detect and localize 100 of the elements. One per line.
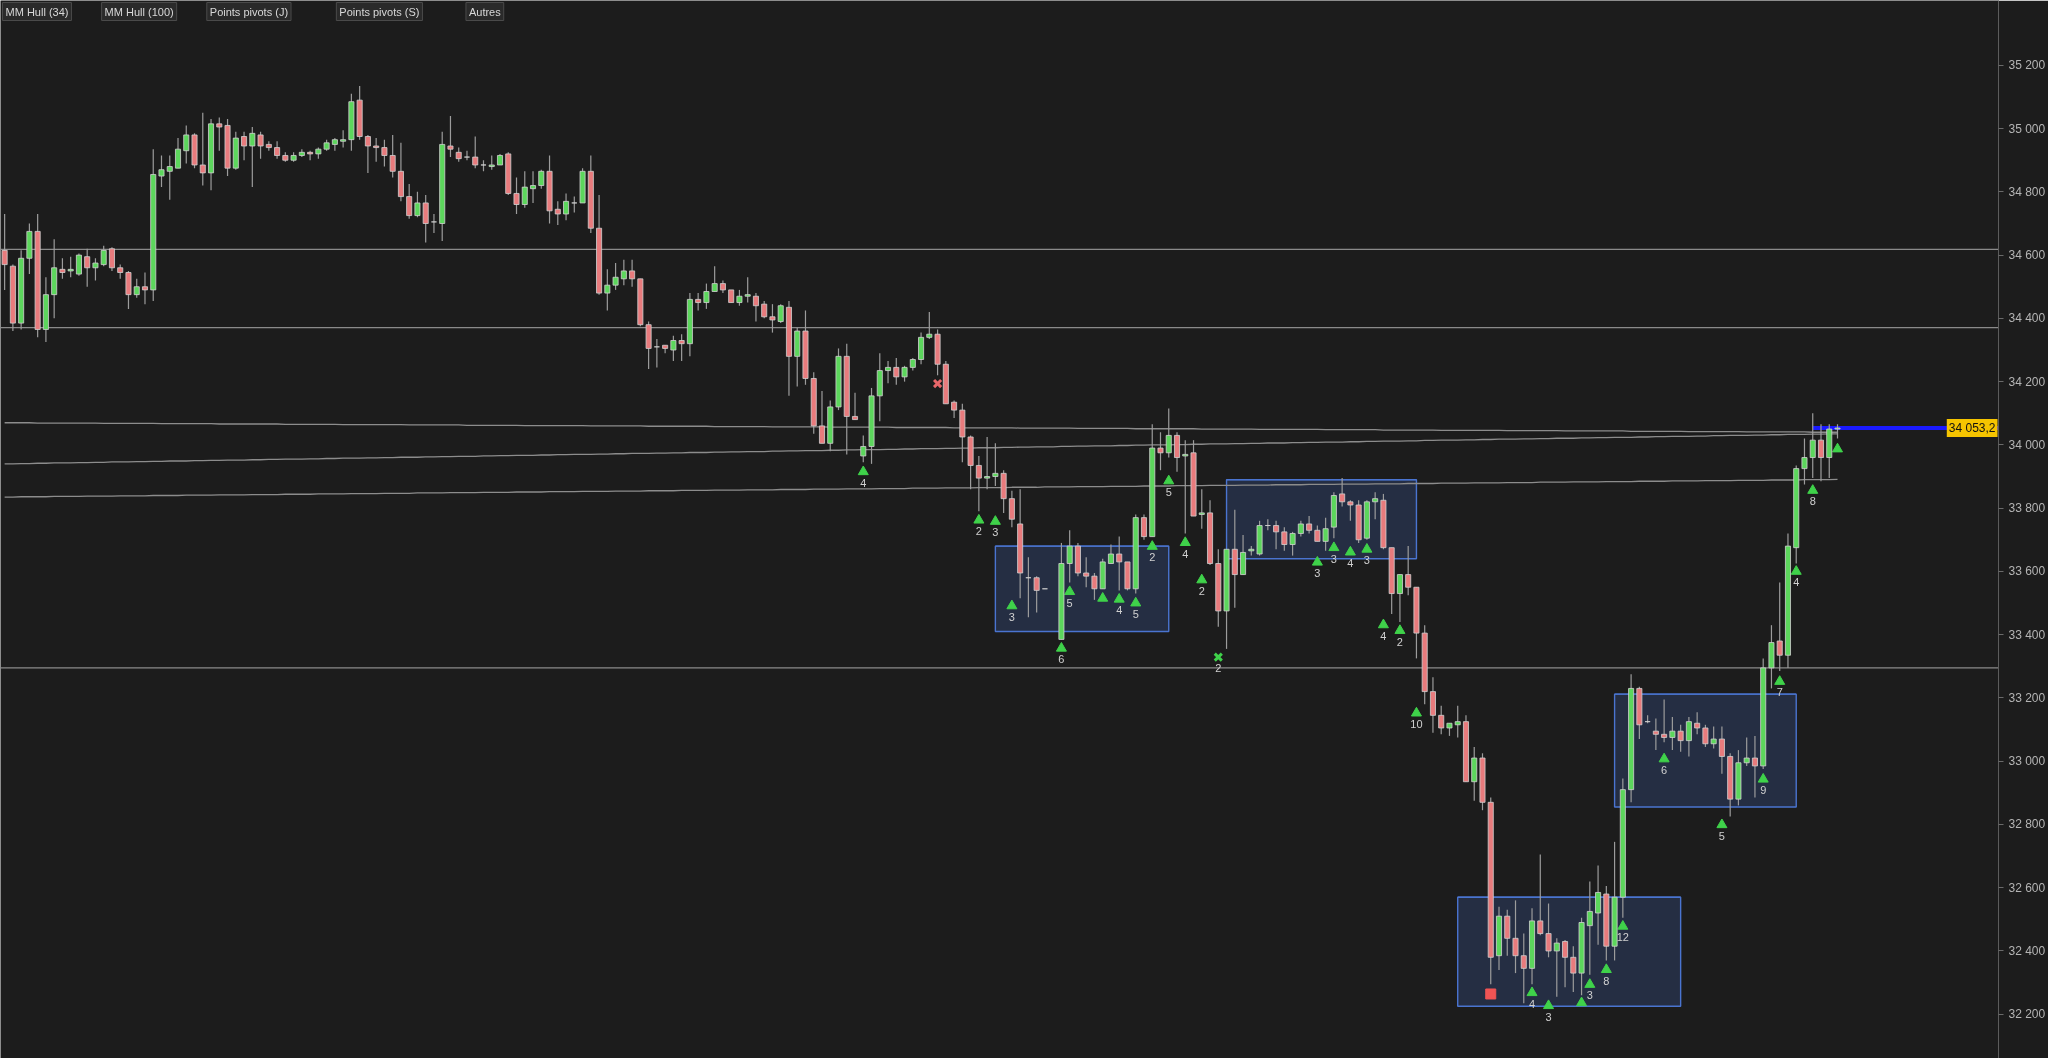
candlestick [158,154,165,188]
candlestick [464,150,470,161]
annotation: 2 [1215,662,1222,675]
candlestick [84,248,91,288]
candlestick [1405,545,1412,596]
y-tick-label: 34 400 [2008,311,2046,326]
y-tick-label: 33 400 [2008,627,2046,642]
point [1130,596,1142,607]
point [1311,555,1323,566]
y-tick-label: 35 000 [2008,121,2046,136]
candlestick [1,213,8,291]
annotation: 2 [1198,584,1205,597]
candlestick [563,192,570,221]
candlestick [1157,431,1164,471]
annotation: 3 [1008,610,1015,623]
candlestick [1429,676,1436,734]
point [1757,772,1769,783]
point [857,465,869,476]
candlestick [183,124,190,164]
candlestick [1240,534,1247,576]
candlestick [1008,490,1015,528]
point [1179,536,1191,547]
candlestick [1033,575,1040,614]
candlestick [430,213,437,234]
point [1163,474,1175,485]
point [1394,624,1406,634]
annotation: Points pivots (J) [209,5,289,18]
candlestick [125,270,132,310]
candlestick [645,320,652,370]
candlestick [1652,717,1659,751]
candlestick [819,390,825,444]
annotation: 4 [1347,557,1354,570]
y-tick-label: 34 600 [2008,248,2046,263]
annotation: 4 [1793,576,1800,589]
candlestick [472,135,479,169]
candlestick [1818,423,1824,482]
point [1485,988,1497,1000]
candlestick [216,116,223,152]
candlestick [1198,488,1205,530]
candlestick [1174,431,1180,473]
candlestick [1809,412,1816,479]
candlestick [1801,437,1808,486]
annotation: MM Hull (34) [5,5,69,18]
point [1543,999,1555,1010]
candlestick [1454,705,1461,739]
annotation: 2 [975,525,982,538]
annotation: 10 [1410,718,1423,731]
annotation: 6 [1058,653,1065,666]
annotation: 12 [1616,931,1629,944]
point [1377,618,1389,629]
candlestick [340,129,347,149]
annotation: 9 [1760,784,1767,797]
point [1146,540,1158,550]
candlestick [1718,725,1725,775]
candlestick [513,177,520,215]
annotation: 8 [1603,974,1610,987]
candlestick [241,131,248,161]
point [1600,963,1612,974]
y-tick-label: 33 000 [2008,754,2046,769]
candlestick [629,259,636,288]
annotation: 3 [1545,1010,1552,1023]
candlestick [1694,711,1701,735]
annotation: 2 [1396,635,1403,648]
point [1344,545,1356,556]
point [1113,592,1125,603]
y-tick-label: 32 600 [2008,880,2046,895]
candlestick [521,170,528,209]
annotation: 5 [1132,608,1139,621]
candlestick [133,278,140,299]
candlestick [142,271,148,305]
point [989,515,1001,525]
candlestick [612,262,619,291]
point [1064,585,1076,596]
candlestick [620,259,627,286]
point [1716,818,1728,829]
annotation: 4 [1380,629,1387,642]
candlestick [1586,880,1593,976]
point [1526,986,1538,997]
annotation: 4 [1116,604,1123,617]
point [1410,706,1422,717]
candlestick [1396,573,1403,623]
point [1006,599,1018,610]
point [1774,675,1786,685]
y-tick-label: 35 200 [2008,58,2046,73]
candlestick [1545,902,1552,958]
point [1832,442,1843,453]
y-tick-label: 34 000 [2008,437,2046,452]
y-tick-label: 34 800 [2008,184,2046,199]
point [1196,573,1208,584]
point [1097,592,1109,602]
candlestick [373,137,380,163]
candlestick [744,276,751,304]
candlestick [1553,937,1560,998]
point [1807,484,1819,494]
point [1658,752,1670,763]
candlestick [364,134,371,174]
candlestick [1685,716,1692,758]
point [1055,641,1067,652]
candlestick [175,137,181,169]
candlestick [1776,581,1783,672]
